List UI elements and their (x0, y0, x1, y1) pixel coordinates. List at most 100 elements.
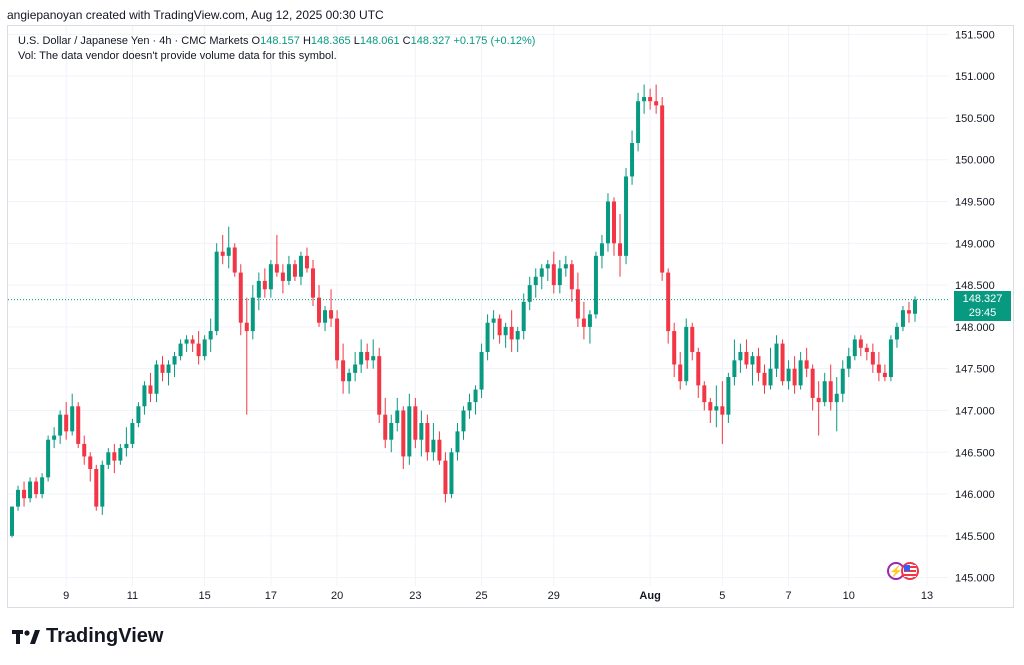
candle (834, 377, 839, 432)
candle-body (527, 285, 532, 302)
candle (16, 485, 21, 511)
candle (804, 347, 809, 378)
candle-body (46, 439, 51, 478)
candle (335, 310, 340, 369)
candle-body (317, 297, 322, 323)
lightning-event-icon[interactable]: ⚡ (887, 562, 905, 580)
candle (425, 414, 430, 461)
candle (491, 310, 496, 340)
us-flag-event-icon[interactable] (901, 562, 919, 580)
candle-body (642, 97, 647, 102)
candle-body (190, 339, 195, 344)
candle-body (816, 397, 821, 403)
candle-body (726, 377, 731, 415)
candle-body (786, 368, 791, 382)
candle (533, 268, 538, 298)
candle-body (280, 272, 285, 281)
candle-body (431, 439, 436, 453)
candle (455, 423, 460, 461)
candle-body (124, 443, 129, 449)
candle-body (822, 381, 827, 403)
candle-body (618, 243, 623, 256)
candle-body (630, 143, 635, 177)
candle (413, 397, 418, 449)
candle (720, 381, 725, 444)
candle-body (648, 97, 653, 102)
candle (262, 268, 267, 298)
candle-body (624, 176, 629, 256)
candle (612, 197, 616, 256)
x-tick-label: 15 (199, 590, 211, 602)
candle (377, 347, 382, 424)
candle-body (395, 410, 400, 424)
candle-body (888, 339, 893, 378)
y-tick-label: 145.500 (955, 531, 995, 543)
candle-body (599, 243, 604, 256)
candle-body (154, 364, 159, 394)
candle-body (557, 268, 562, 286)
candle (900, 306, 905, 332)
brand-name: TradingView (46, 625, 164, 647)
candle-body (256, 280, 261, 298)
candle-body (10, 506, 14, 536)
candle (732, 339, 737, 386)
candle-body (569, 264, 574, 290)
candle-body (359, 351, 364, 365)
candle (605, 193, 610, 252)
candle-body (232, 247, 237, 273)
candle (347, 368, 352, 394)
candle (76, 402, 81, 449)
candle (780, 339, 785, 386)
candle (419, 410, 424, 457)
candle-body (575, 289, 580, 319)
candle-body (202, 339, 207, 357)
candle (250, 285, 255, 340)
candle (112, 443, 117, 474)
candle (341, 343, 346, 394)
candle-body (882, 372, 887, 378)
candle (894, 322, 899, 348)
candle-body (437, 439, 442, 461)
candle (563, 255, 568, 277)
candle-body (365, 351, 370, 361)
candle (684, 318, 689, 386)
x-tick-label: 23 (409, 590, 421, 602)
candle-body (28, 481, 33, 499)
candle (431, 423, 436, 461)
candle-body (449, 452, 454, 495)
candle (702, 381, 707, 411)
candle (292, 260, 297, 281)
candle (383, 397, 388, 449)
candle (329, 289, 334, 327)
candle (678, 351, 683, 390)
close-label: C (402, 35, 411, 47)
chart-frame[interactable] (7, 25, 1014, 608)
candle-body (16, 489, 21, 507)
candle (714, 385, 719, 428)
candle (913, 296, 917, 322)
candle (642, 84, 647, 114)
candle-body (106, 452, 111, 465)
open-label: O (251, 35, 261, 47)
candle (124, 427, 129, 457)
candle-body (515, 331, 520, 340)
candle (214, 243, 219, 336)
candle (774, 335, 779, 378)
y-tick-label: 146.500 (955, 447, 995, 459)
y-tick-label: 149.000 (955, 238, 995, 250)
event-markers[interactable]: ⚡ (887, 562, 919, 580)
candle-body (250, 297, 255, 332)
candle-body (654, 101, 659, 106)
candle (178, 339, 183, 361)
candle-body (756, 356, 761, 373)
candle (142, 381, 147, 415)
candle (371, 339, 376, 369)
candle-body (473, 389, 478, 403)
candle-body (298, 255, 303, 277)
candle-body (220, 251, 225, 256)
candle-body (672, 331, 677, 365)
candle (696, 347, 701, 398)
tradingview-logo[interactable]: TradingView (12, 625, 163, 648)
x-tick-label: 9 (63, 590, 69, 602)
